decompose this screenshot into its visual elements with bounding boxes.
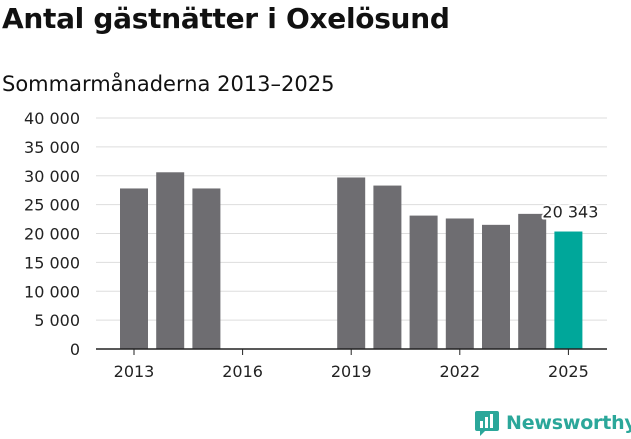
bar-2014 [156, 172, 185, 349]
x-tick-label: 2016 [222, 362, 263, 381]
y-tick-label: 5 000 [34, 311, 80, 330]
data-label-2025: 20 343 [542, 203, 598, 222]
bar-2024 [518, 213, 547, 349]
x-axis-ticks: 2013 2016 2019 2022 2025 [114, 349, 589, 381]
bars [120, 172, 583, 349]
bar-2021 [409, 215, 438, 349]
x-tick-label: 2013 [114, 362, 155, 381]
bar-2023 [482, 224, 510, 349]
bar-2022 [445, 218, 474, 349]
x-tick-label: 2025 [548, 362, 589, 381]
x-tick-label: 2022 [439, 362, 480, 381]
y-tick-label: 25 000 [24, 196, 80, 215]
chart-title: Antal gästnätter i Oxelösund [2, 2, 450, 35]
chart-subtitle: Sommarmånaderna 2013–2025 [2, 72, 335, 96]
y-tick-label: 10 000 [24, 282, 80, 301]
newsworthy-logo: Newsworthy [474, 408, 631, 438]
newsworthy-logo-text: Newsworthy [506, 412, 631, 434]
y-tick-label: 30 000 [24, 167, 80, 186]
y-axis-ticks: 0 5 000 10 000 15 000 20 000 25 000 30 000 35 0… [24, 109, 80, 359]
bar-2020 [373, 185, 402, 349]
x-tick-label: 2019 [331, 362, 372, 381]
y-tick-label: 0 [70, 340, 80, 359]
data-labels: 20 343 [540, 201, 600, 224]
y-tick-label: 40 000 [24, 109, 80, 128]
bar-2015 [192, 188, 221, 349]
bar-2025 [554, 231, 583, 349]
y-tick-label: 20 000 [24, 225, 80, 244]
newsworthy-logo-icon [475, 410, 499, 436]
bar-2013 [120, 188, 148, 349]
y-tick-label: 15 000 [24, 253, 80, 272]
bar-2019 [337, 177, 366, 349]
y-tick-label: 35 000 [24, 138, 80, 157]
